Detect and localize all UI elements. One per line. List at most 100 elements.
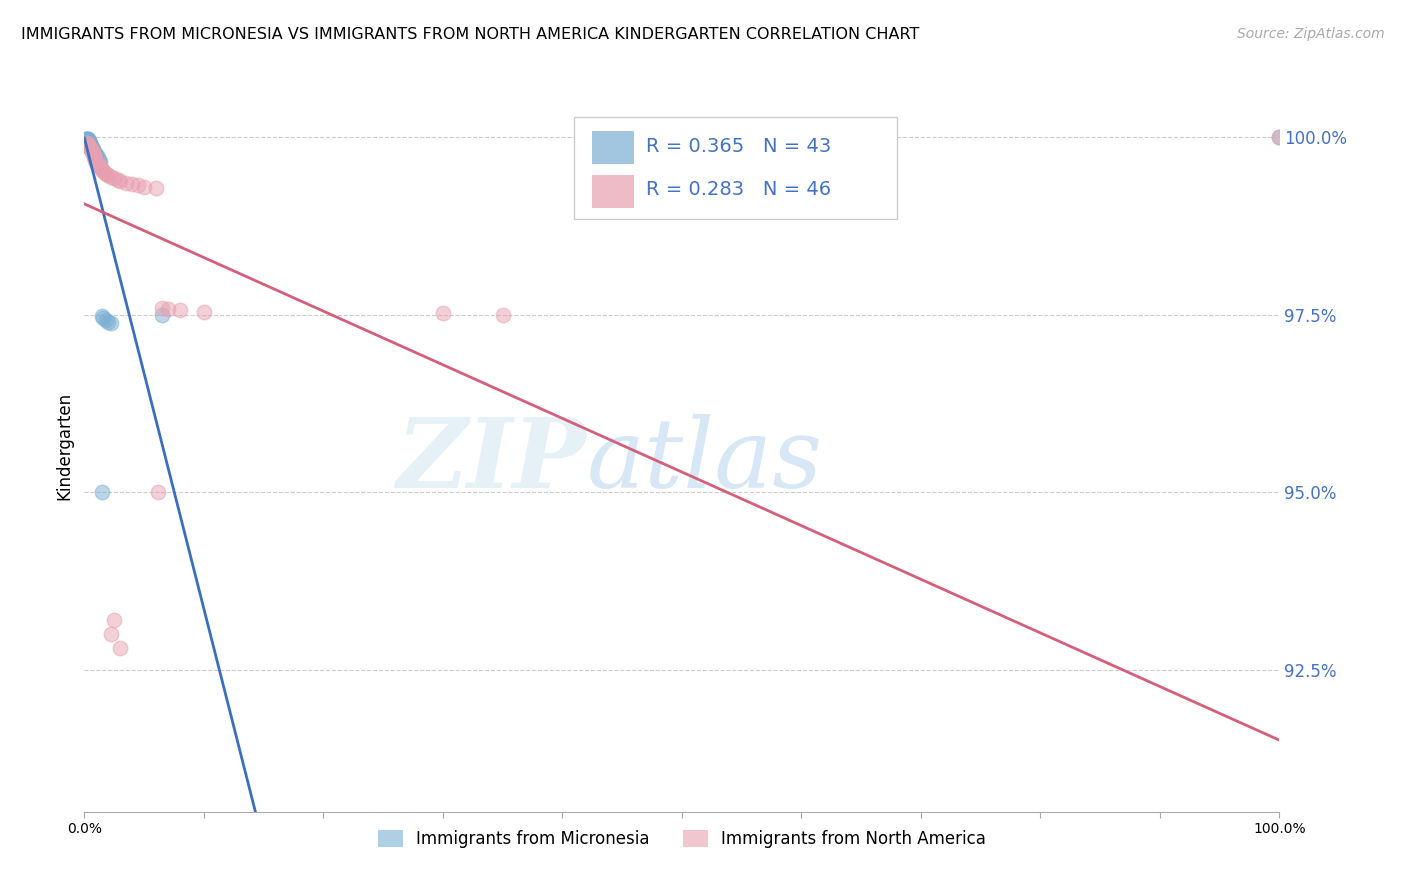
Point — [91, 485, 114, 500]
Point — [89, 155, 111, 169]
Point — [150, 301, 173, 315]
Point — [86, 154, 108, 169]
Point — [93, 164, 115, 178]
Bar — [592, 131, 634, 164]
Point — [77, 134, 100, 148]
Point — [193, 305, 215, 319]
Point — [80, 141, 103, 155]
Point — [1268, 130, 1291, 145]
Point — [790, 131, 813, 145]
Point — [103, 613, 125, 627]
Point — [80, 141, 103, 155]
Point — [82, 144, 104, 158]
Point — [84, 152, 107, 166]
Point — [103, 171, 125, 186]
Text: R = 0.283   N = 46: R = 0.283 N = 46 — [647, 180, 831, 200]
Point — [1268, 130, 1291, 145]
Point — [77, 136, 100, 150]
Point — [110, 641, 132, 656]
Point — [107, 172, 129, 186]
Point — [86, 155, 108, 169]
Point — [79, 141, 101, 155]
Point — [77, 134, 100, 148]
Point — [86, 148, 108, 162]
Point — [77, 132, 100, 146]
Point — [100, 627, 122, 641]
Point — [100, 169, 122, 184]
Point — [82, 143, 104, 157]
Point — [93, 165, 115, 179]
Point — [77, 133, 100, 147]
Point — [97, 315, 120, 329]
Point — [75, 131, 97, 145]
Text: R = 0.365   N = 43: R = 0.365 N = 43 — [647, 136, 831, 155]
Point — [169, 303, 191, 318]
Point — [83, 150, 105, 164]
Point — [80, 142, 103, 156]
Point — [83, 148, 105, 162]
Point — [432, 306, 454, 320]
Point — [157, 301, 180, 316]
Point — [145, 181, 167, 195]
Point — [77, 138, 100, 153]
Point — [80, 143, 103, 157]
Point — [76, 131, 98, 145]
Point — [100, 316, 122, 330]
Point — [110, 174, 132, 188]
Point — [94, 313, 117, 327]
Point — [77, 134, 100, 148]
Point — [80, 140, 103, 154]
Point — [77, 140, 100, 154]
Bar — [592, 176, 634, 209]
Point — [115, 176, 138, 190]
Point — [84, 147, 107, 161]
Point — [82, 145, 104, 160]
Point — [132, 179, 156, 194]
Y-axis label: Kindergarten: Kindergarten — [55, 392, 73, 500]
Point — [79, 139, 101, 153]
Point — [93, 311, 115, 326]
Point — [80, 145, 103, 159]
Point — [76, 132, 98, 146]
Point — [492, 308, 515, 322]
Point — [90, 161, 112, 176]
Text: atlas: atlas — [586, 414, 823, 508]
Point — [76, 133, 98, 147]
Point — [79, 141, 101, 155]
Point — [79, 137, 101, 152]
Point — [75, 132, 97, 146]
Point — [91, 162, 114, 177]
FancyBboxPatch shape — [575, 117, 897, 219]
Point — [86, 148, 108, 162]
Point — [77, 137, 100, 152]
Point — [127, 178, 149, 193]
Point — [79, 136, 101, 151]
Point — [87, 159, 110, 173]
Point — [83, 145, 105, 160]
Point — [97, 169, 120, 183]
Point — [86, 157, 108, 171]
Point — [83, 145, 105, 159]
Point — [121, 177, 143, 191]
Point — [82, 147, 104, 161]
Point — [82, 145, 104, 159]
Point — [91, 309, 114, 323]
Point — [87, 153, 110, 167]
Point — [77, 131, 100, 145]
Point — [79, 137, 101, 152]
Point — [84, 146, 107, 161]
Text: ZIP: ZIP — [396, 414, 586, 508]
Point — [84, 153, 107, 167]
Text: IMMIGRANTS FROM MICRONESIA VS IMMIGRANTS FROM NORTH AMERICA KINDERGARTEN CORRELA: IMMIGRANTS FROM MICRONESIA VS IMMIGRANTS… — [21, 27, 920, 42]
Point — [94, 167, 117, 181]
Point — [86, 150, 108, 164]
Point — [77, 135, 100, 149]
Point — [150, 308, 173, 322]
Point — [148, 485, 170, 500]
Point — [76, 136, 98, 150]
Legend: Immigrants from Micronesia, Immigrants from North America: Immigrants from Micronesia, Immigrants f… — [371, 823, 993, 855]
Point — [77, 134, 100, 148]
Point — [89, 160, 111, 174]
Point — [79, 138, 101, 153]
Text: Source: ZipAtlas.com: Source: ZipAtlas.com — [1237, 27, 1385, 41]
